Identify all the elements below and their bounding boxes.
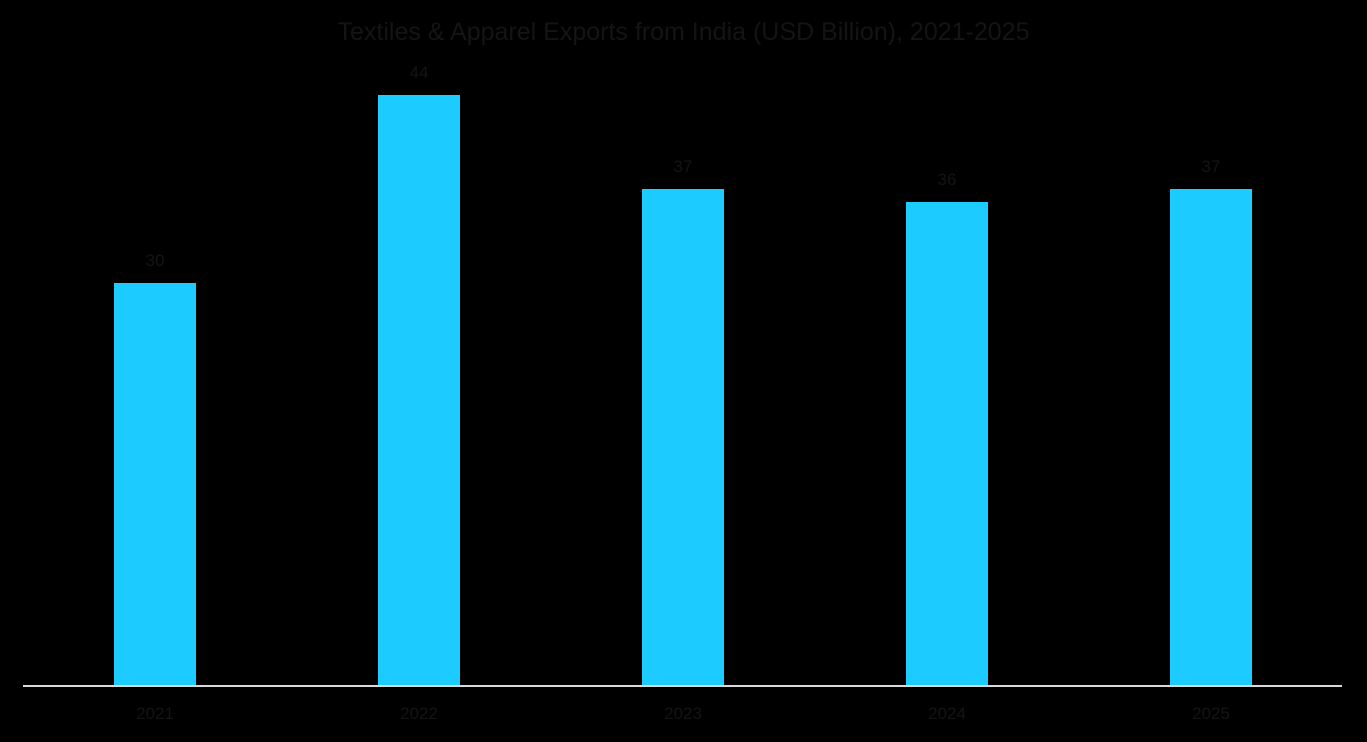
bar-2021 <box>114 282 196 686</box>
x-tick-2023: 2023 <box>664 704 702 723</box>
x-tick-2024: 2024 <box>928 704 966 723</box>
data-label-2025: 37 <box>1201 156 1221 176</box>
bar-2025 <box>1170 188 1252 686</box>
data-label-2024: 36 <box>937 170 957 190</box>
bar-2023 <box>642 188 724 686</box>
chart-title: Textiles & Apparel Exports from India (U… <box>337 18 1030 46</box>
plot-area <box>23 60 1342 686</box>
x-tick-2021: 2021 <box>136 704 174 723</box>
bar-2024 <box>906 202 988 686</box>
data-label-2022: 44 <box>409 62 429 82</box>
data-label-2021: 30 <box>145 250 165 270</box>
x-axis-line <box>23 685 1342 687</box>
bar-2022 <box>378 94 460 686</box>
data-label-2023: 37 <box>673 156 693 176</box>
x-tick-2022: 2022 <box>400 704 438 723</box>
x-tick-2025: 2025 <box>1192 704 1230 723</box>
